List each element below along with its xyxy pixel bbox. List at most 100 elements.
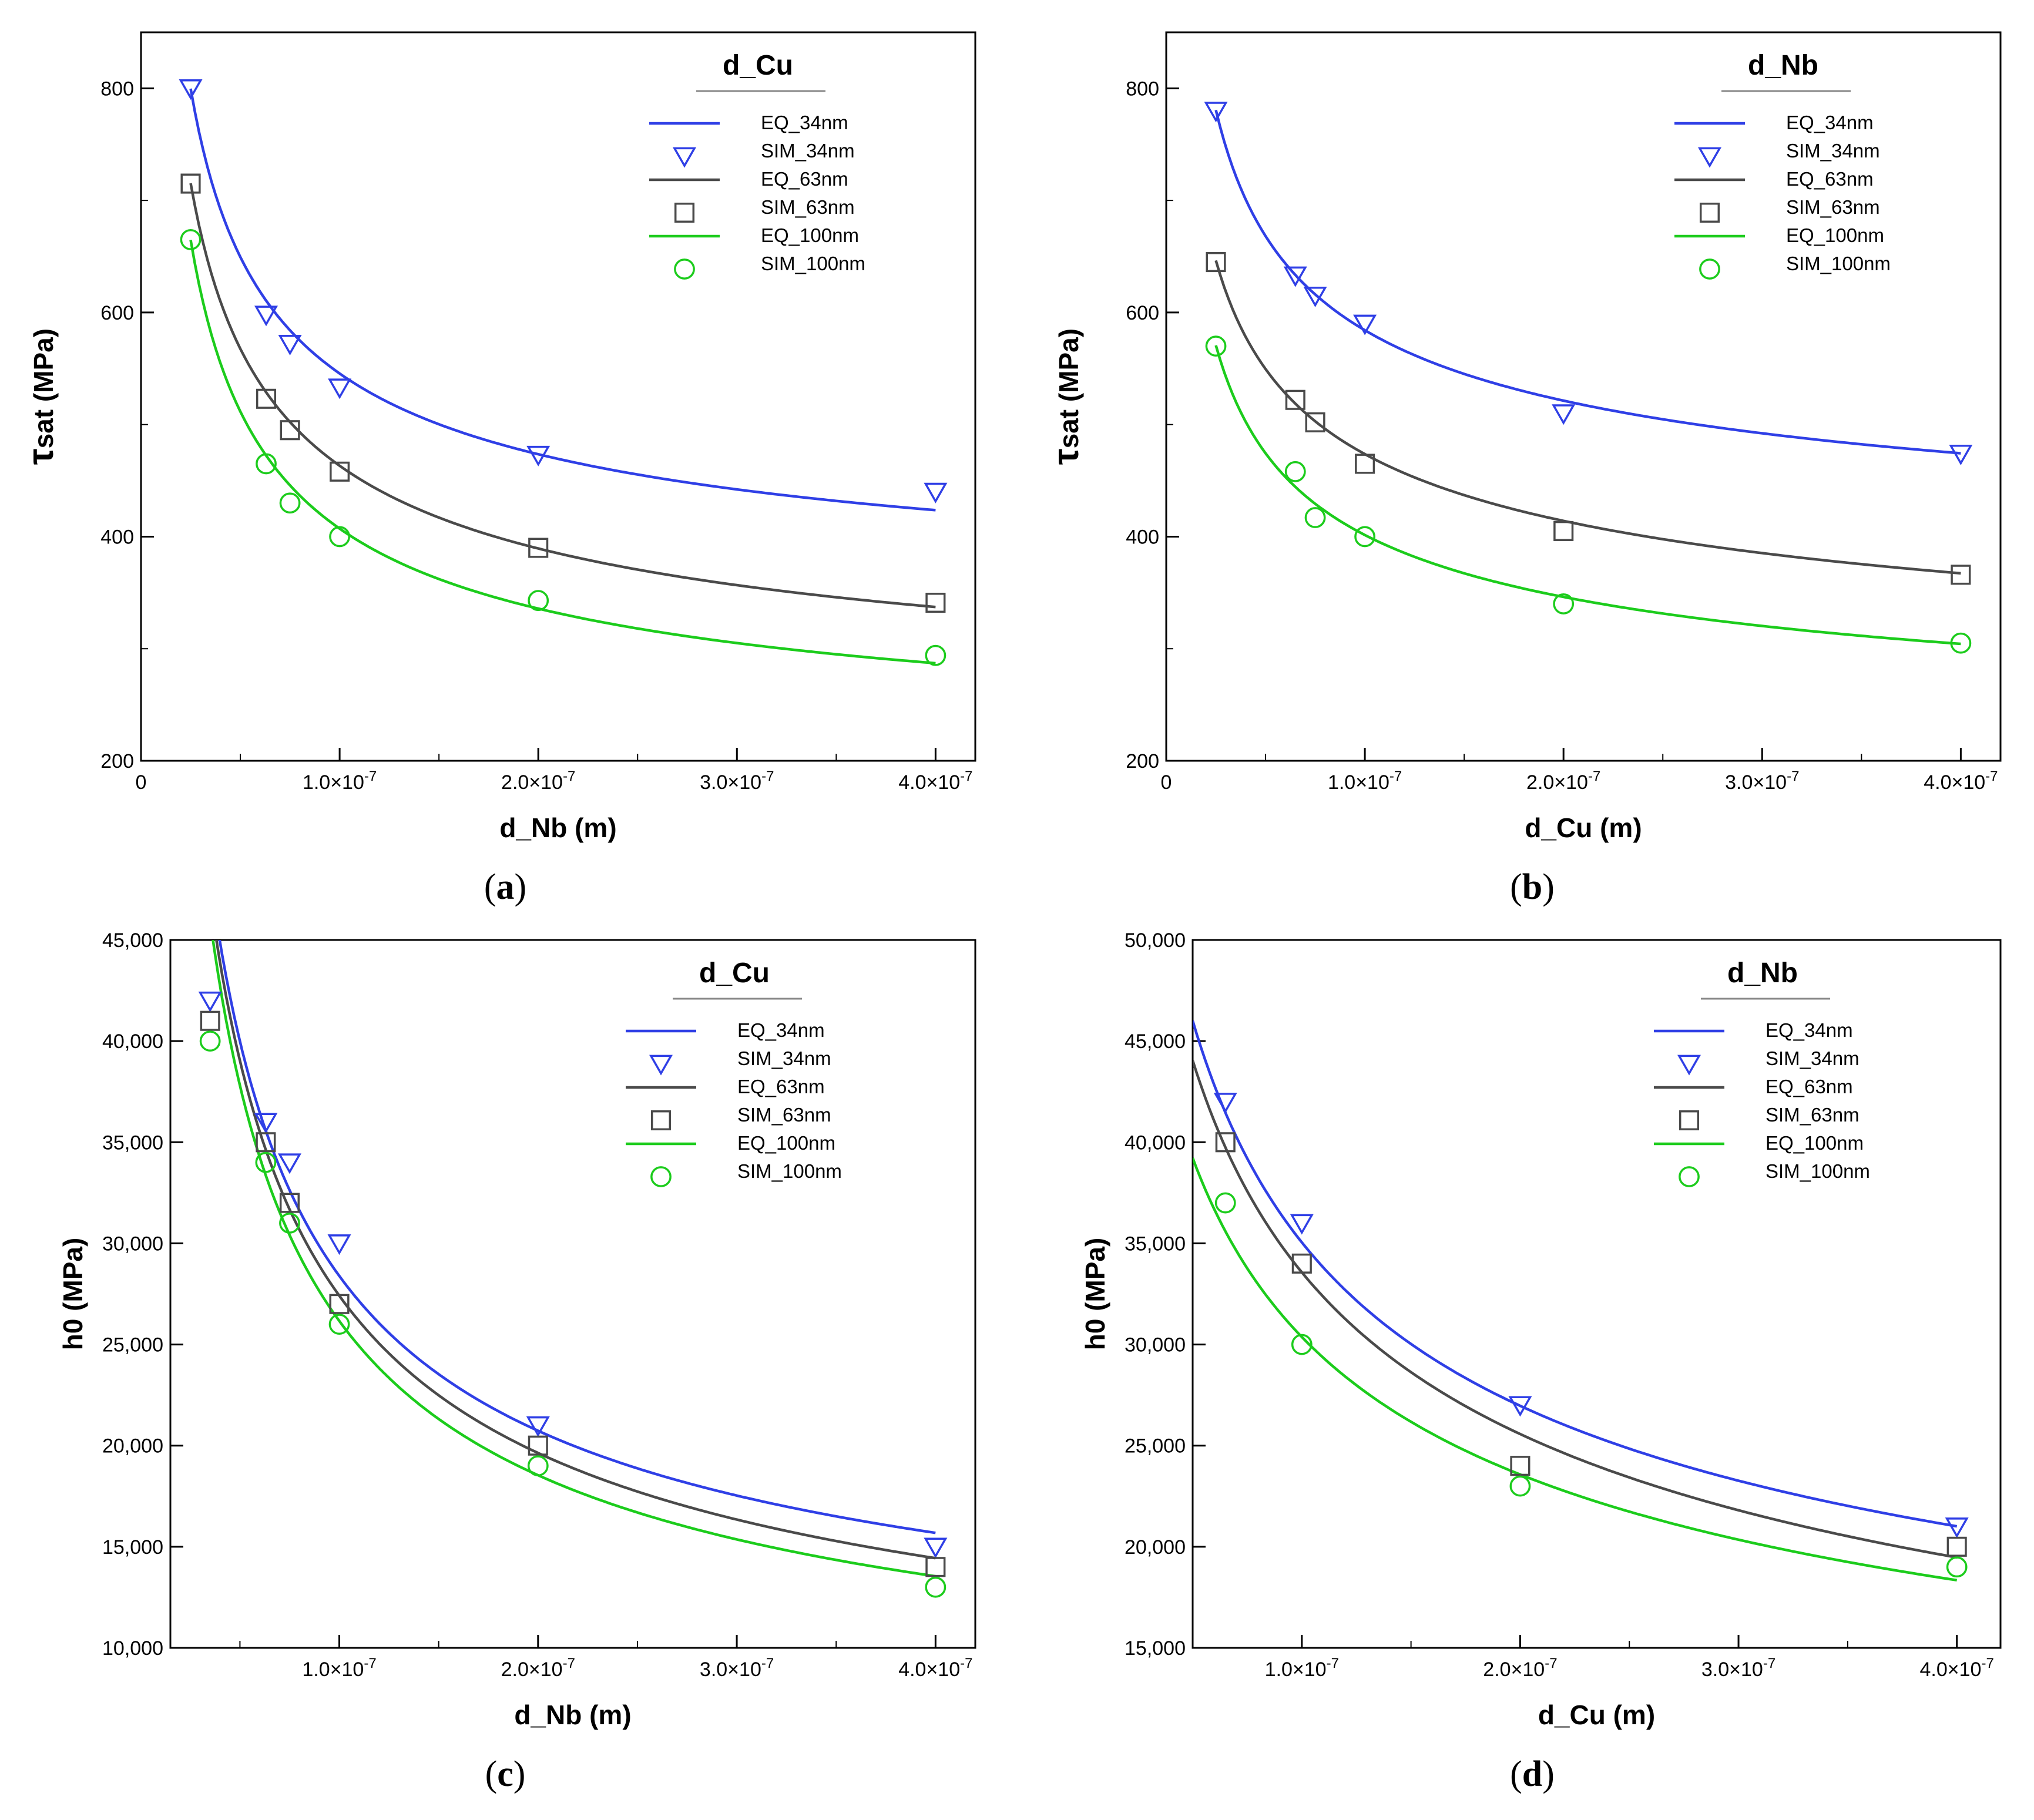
marker-sim_100nm (1214, 1192, 1236, 1214)
marker-sim_63nm (1206, 252, 1226, 273)
series-line-eq_63nm (1193, 1060, 1958, 1559)
legend-label: SIM_100nm (737, 1160, 842, 1182)
x-tick-label-base: 2.0×10 (1483, 1658, 1545, 1681)
marker-sim_34nm (327, 1234, 351, 1255)
legend-item: EQ_100nm (1654, 1132, 1864, 1154)
series-markers-sim_34nm (1204, 102, 1973, 465)
legend-marker-sample (672, 147, 697, 168)
y-tick-label: 400 (1126, 526, 1159, 548)
marker-sim_63nm (1215, 1132, 1236, 1153)
y-tick-label: 15,000 (1125, 1637, 1186, 1660)
y-tick-label: 600 (100, 302, 134, 324)
series-markers-sim_34nm (179, 79, 948, 503)
y-tick-label: 30,000 (1125, 1334, 1186, 1356)
marker-sim_34nm (924, 1537, 948, 1559)
series-markers-sim_100nm (180, 229, 946, 666)
y-tick-label: 200 (100, 750, 134, 773)
legend-marker-sample (1699, 202, 1720, 223)
legend-marker-sample (674, 202, 695, 223)
y-tick-label: 25,000 (1125, 1435, 1186, 1458)
legend-item: SIM_100nm (1699, 253, 1891, 280)
y-tick-label: 600 (1126, 302, 1159, 324)
y-tick-label: 800 (1126, 78, 1159, 100)
marker-sim_100nm (1509, 1475, 1531, 1497)
marker-sim_34nm (277, 1153, 301, 1174)
y-tick-label: 400 (100, 526, 134, 548)
legend-label: SIM_63nm (1786, 196, 1880, 218)
x-tick-label-exponent: -7 (1545, 1656, 1557, 1671)
y-tick-label: 40,000 (102, 1030, 163, 1053)
marker-sim_34nm (278, 334, 302, 356)
legend-item: EQ_34nm (626, 1019, 825, 1041)
x-tick-label-exponent: -7 (1985, 768, 1998, 784)
x-tick-label-exponent: -7 (364, 1656, 376, 1671)
chart-b: 0 1.0×10-7 2.0×10-7 3.0×10-7 4.0×10-72004006… (1046, 31, 2002, 843)
plot-frame (1191, 939, 2002, 1649)
legend-label: EQ_63nm (1766, 1076, 1853, 1097)
series-line-eq_34nm (218, 940, 936, 1534)
caption-c: (c) (485, 1754, 526, 1794)
x-tick-label-exponent: -7 (761, 1656, 774, 1671)
marker-sim_63nm (925, 592, 946, 613)
y-tick-label: 10,000 (102, 1637, 163, 1660)
legend-item: EQ_63nm (649, 168, 848, 190)
marker-sim_100nm (199, 1030, 221, 1052)
x-tick-label: 1.0×10-7 (302, 1656, 376, 1681)
marker-sim_63nm (329, 1294, 350, 1314)
marker-sim_63nm (528, 538, 549, 558)
legend-label: SIM_34nm (1786, 140, 1880, 162)
legend-label: EQ_34nm (737, 1019, 825, 1041)
marker-sim_34nm (526, 1416, 550, 1437)
series-markers-sim_100nm (199, 1030, 946, 1598)
x-tick-label: 3.0×10-7 (700, 1656, 774, 1681)
y-tick-label: 50,000 (1125, 929, 1186, 952)
marker-sim_63nm (1510, 1456, 1530, 1476)
curves-group (1193, 1020, 1958, 1582)
marker-sim_34nm (328, 378, 352, 399)
y-tick-label: 20,000 (102, 1435, 163, 1458)
panel-b: 0 1.0×10-7 2.0×10-7 3.0×10-7 4.0×10-72004006… (1046, 31, 2002, 907)
marker-sim_34nm (1945, 1517, 1969, 1539)
x-tick-label-base: 4.0×10 (898, 1658, 960, 1681)
chart-a: 0 1.0×10-7 2.0×10-7 3.0×10-7 4.0×10-72004006… (21, 31, 976, 843)
y-axis-title: h0 (MPa) (58, 1238, 88, 1351)
y-tick-label: 25,000 (102, 1334, 163, 1356)
x-tick-label-base: 0 (1161, 771, 1172, 794)
chart-c: 1.0×10-7 2.0×10-7 3.0×10-7 4.0×10-710,00015… (58, 929, 976, 1730)
y-axis-title: τsat (MPa) (21, 328, 61, 465)
marker-sim_63nm (1305, 412, 1325, 432)
x-tick-label-base: 3.0×10 (1725, 771, 1787, 794)
legend-label: EQ_34nm (761, 112, 848, 133)
legend-item: EQ_100nm (626, 1132, 835, 1154)
curves-group (189, 88, 936, 665)
marker-sim_63nm (256, 1132, 276, 1153)
panel-a: 0 1.0×10-7 2.0×10-7 3.0×10-7 4.0×10-72004006… (21, 31, 976, 907)
x-tick-label: 4.0×10-7 (1924, 768, 1998, 794)
marker-sim_34nm (1283, 266, 1307, 287)
marker-sim_100nm (279, 492, 301, 514)
x-tick-label-base: 3.0×10 (700, 771, 761, 794)
caption-d: (d) (1510, 1754, 1555, 1794)
series-line-eq_100nm (1193, 1157, 1958, 1582)
marker-sim_34nm (1353, 314, 1377, 335)
legend-label: SIM_100nm (761, 253, 865, 274)
legend-label: SIM_100nm (1766, 1160, 1870, 1182)
y-axis-title-text: h0 (MPa) (58, 1238, 88, 1351)
legend-label: SIM_100nm (1786, 253, 1891, 274)
legend-item: SIM_100nm (650, 1160, 842, 1187)
marker-sim_63nm (528, 1435, 548, 1456)
y-axis-title-text: sat (MPa) (1053, 328, 1084, 448)
series-markers-sim_63nm (200, 1010, 946, 1577)
marker-sim_100nm (1205, 335, 1227, 357)
legend-marker-sample (650, 1166, 672, 1187)
legend-label: EQ_63nm (737, 1076, 825, 1097)
legend-item: SIM_34nm (672, 140, 855, 168)
marker-sim_34nm (198, 991, 222, 1012)
legend-label: EQ_34nm (1766, 1019, 1853, 1041)
y-tick-label: 45,000 (1125, 1030, 1186, 1053)
marker-sim_100nm (1946, 1556, 1968, 1578)
legend-label: EQ_34nm (1786, 112, 1874, 133)
legend-item: SIM_63nm (1699, 196, 1880, 223)
x-tick-label-exponent: -7 (1787, 768, 1799, 784)
